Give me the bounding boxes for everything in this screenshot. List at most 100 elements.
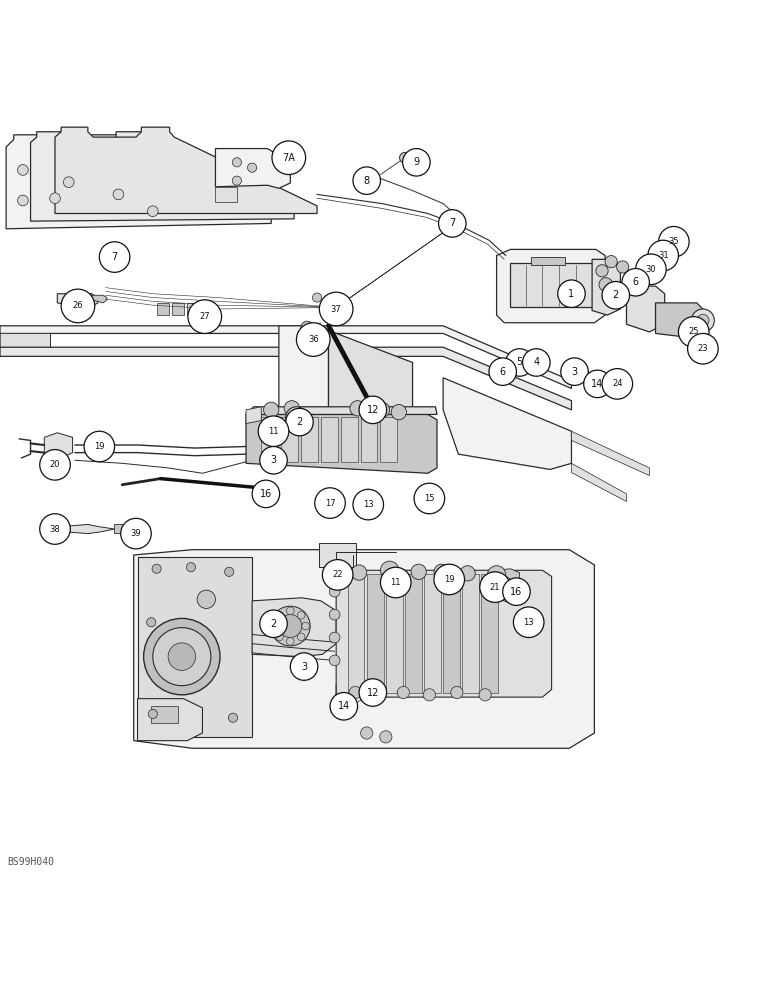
Circle shape: [297, 633, 305, 641]
Circle shape: [276, 611, 283, 619]
Circle shape: [659, 226, 689, 257]
Circle shape: [18, 195, 28, 206]
Circle shape: [400, 152, 410, 163]
Polygon shape: [31, 132, 294, 221]
Circle shape: [520, 362, 531, 372]
Polygon shape: [92, 295, 107, 303]
Text: 8: 8: [364, 176, 370, 186]
Circle shape: [252, 480, 280, 508]
Text: 19: 19: [94, 442, 105, 451]
Circle shape: [423, 689, 435, 701]
Circle shape: [451, 686, 463, 699]
Polygon shape: [279, 326, 329, 435]
Circle shape: [617, 261, 629, 273]
Circle shape: [228, 713, 238, 722]
Text: 17: 17: [325, 499, 335, 508]
Polygon shape: [215, 187, 237, 202]
Polygon shape: [215, 149, 290, 188]
Text: 7A: 7A: [283, 153, 295, 163]
Text: 27: 27: [199, 312, 210, 321]
Bar: [462, 574, 479, 693]
Text: 16: 16: [510, 587, 523, 597]
Text: 16: 16: [260, 489, 272, 499]
Bar: [261, 417, 278, 462]
Circle shape: [513, 607, 544, 638]
Circle shape: [40, 514, 70, 544]
Polygon shape: [626, 286, 665, 332]
Circle shape: [121, 518, 151, 549]
Text: 36: 36: [308, 335, 319, 344]
Text: 6: 6: [633, 277, 639, 287]
Text: 4: 4: [533, 357, 539, 367]
Circle shape: [497, 576, 512, 592]
Polygon shape: [138, 699, 202, 741]
Text: 11: 11: [268, 427, 279, 436]
Polygon shape: [44, 433, 73, 458]
Circle shape: [503, 362, 514, 372]
Circle shape: [351, 565, 367, 580]
Text: 26: 26: [73, 301, 83, 310]
Polygon shape: [57, 294, 98, 307]
Circle shape: [353, 167, 380, 194]
Bar: [321, 417, 338, 462]
Polygon shape: [571, 463, 626, 502]
Circle shape: [506, 349, 533, 376]
Circle shape: [258, 416, 289, 447]
Circle shape: [391, 404, 406, 420]
Polygon shape: [656, 303, 704, 338]
Circle shape: [414, 483, 445, 514]
Text: 22: 22: [332, 570, 343, 579]
Circle shape: [636, 254, 666, 285]
Circle shape: [153, 628, 211, 686]
Bar: [151, 706, 178, 723]
Bar: [348, 574, 364, 693]
Circle shape: [678, 317, 709, 347]
Circle shape: [329, 655, 340, 666]
Circle shape: [329, 632, 340, 643]
Circle shape: [648, 240, 678, 271]
Circle shape: [329, 609, 340, 620]
Text: 13: 13: [523, 618, 534, 627]
Circle shape: [329, 586, 340, 597]
Circle shape: [99, 242, 130, 272]
Polygon shape: [157, 303, 169, 315]
Bar: [301, 417, 318, 462]
Circle shape: [147, 206, 158, 217]
Circle shape: [349, 686, 361, 699]
Circle shape: [434, 564, 465, 595]
Polygon shape: [497, 249, 605, 323]
Circle shape: [361, 727, 373, 739]
Text: 19: 19: [444, 575, 455, 584]
Text: 2: 2: [270, 619, 277, 629]
Circle shape: [248, 163, 257, 172]
Text: 12: 12: [367, 688, 379, 698]
Bar: [380, 417, 397, 462]
Bar: [405, 574, 422, 693]
Text: 12: 12: [367, 405, 379, 415]
Circle shape: [359, 396, 387, 424]
Text: 5: 5: [516, 357, 523, 367]
Text: 15: 15: [424, 494, 435, 503]
Text: BS99H040: BS99H040: [8, 857, 55, 867]
Polygon shape: [592, 259, 620, 315]
Text: 38: 38: [50, 525, 60, 534]
Circle shape: [260, 447, 287, 474]
Bar: [361, 417, 377, 462]
Bar: [424, 574, 441, 693]
Circle shape: [322, 560, 353, 590]
Circle shape: [691, 309, 714, 332]
Polygon shape: [138, 557, 252, 737]
Polygon shape: [246, 407, 261, 424]
Text: 14: 14: [338, 701, 350, 711]
Polygon shape: [0, 326, 571, 388]
Circle shape: [284, 401, 299, 416]
Circle shape: [602, 369, 633, 399]
Circle shape: [270, 606, 310, 646]
Bar: [386, 574, 403, 693]
Polygon shape: [0, 347, 571, 410]
Polygon shape: [172, 303, 184, 315]
Bar: [367, 574, 384, 693]
Circle shape: [290, 653, 318, 680]
Text: 7: 7: [449, 218, 455, 228]
Circle shape: [186, 563, 196, 572]
